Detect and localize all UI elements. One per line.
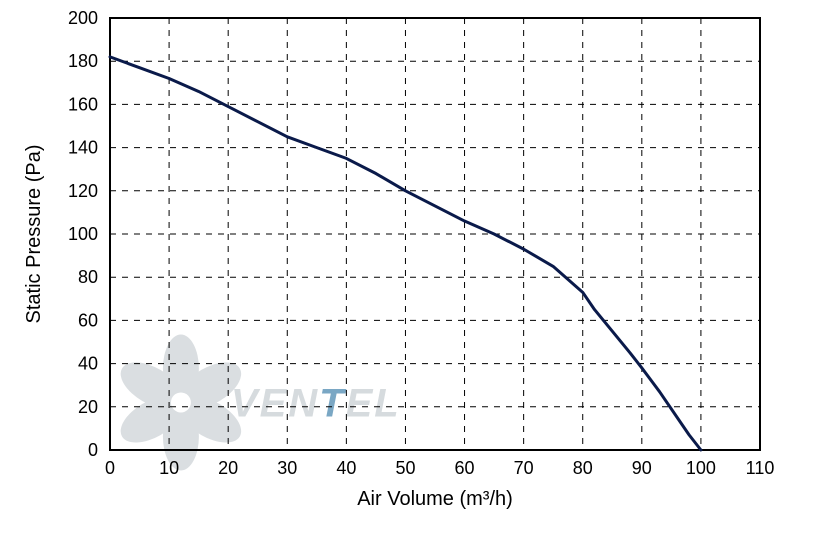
svg-text:VENTEL: VENTEL [231,381,401,425]
y-tick-labels: 0 20 40 60 80 100 120 140 160 180 200 [68,8,98,460]
x-tick: 90 [632,458,652,478]
x-tick: 70 [514,458,534,478]
x-tick: 10 [159,458,179,478]
x-tick: 0 [105,458,115,478]
x-tick: 60 [455,458,475,478]
y-tick: 200 [68,8,98,28]
y-tick: 100 [68,224,98,244]
y-tick: 0 [88,440,98,460]
x-tick-labels: 0 10 20 30 40 50 60 70 80 90 100 110 [105,458,774,478]
y-tick: 160 [68,94,98,114]
y-axis-label: Static Pressure (Pa) [23,145,45,324]
x-tick: 40 [336,458,356,478]
x-tick: 80 [573,458,593,478]
x-tick: 20 [218,458,238,478]
y-tick: 80 [78,267,98,287]
y-tick: 40 [78,354,98,374]
y-tick: 140 [68,138,98,158]
y-tick: 120 [68,181,98,201]
x-axis-label: Air Volume (m³/h) [357,488,513,510]
x-tick: 100 [686,458,716,478]
x-tick: 110 [746,458,775,478]
y-tick: 60 [78,310,98,330]
x-tick: 30 [277,458,297,478]
fan-curve-chart: VENTEL 0 10 20 30 40 50 60 70 80 90 100 110 0 20 40 60… [0,0,820,533]
x-tick: 50 [395,458,415,478]
y-tick: 180 [68,51,98,71]
y-tick: 20 [78,397,98,417]
